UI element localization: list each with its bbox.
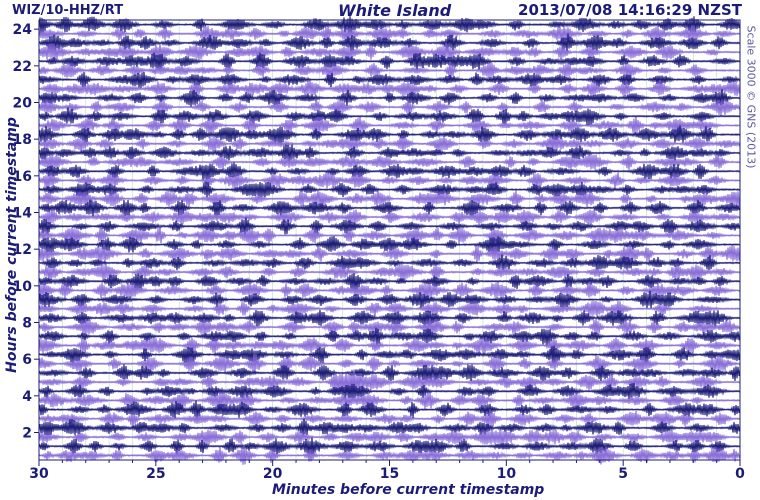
y-tick-label: 10 (13, 279, 33, 295)
y-tick-label: 18 (13, 132, 32, 148)
x-tick-label: 0 (735, 466, 745, 482)
seismic-trace (38, 125, 741, 144)
seismic-trace (38, 391, 741, 410)
y-tick-label: 8 (22, 316, 32, 332)
seismic-trace (38, 437, 741, 455)
seismic-trace (38, 181, 741, 199)
seismic-trace (38, 345, 741, 364)
scale-note: Scale 3000 © GNS (2013) (744, 25, 758, 169)
seismic-trace (38, 25, 741, 42)
seismic-trace (38, 116, 741, 135)
y-tick-label: 16 (13, 169, 32, 185)
y-tick-label: 2 (22, 426, 32, 442)
seismic-trace (38, 33, 741, 52)
seismic-trace (38, 409, 741, 428)
seismic-trace (38, 290, 741, 309)
seismic-trace (38, 263, 741, 281)
seismic-trace (38, 154, 741, 170)
seismic-trace (38, 309, 741, 327)
seismic-trace (38, 135, 741, 152)
seismic-trace (38, 273, 741, 291)
seismic-trace (38, 189, 741, 208)
seismic-trace (38, 327, 741, 346)
seismic-trace (38, 208, 741, 226)
seismic-trace (38, 244, 741, 263)
chart-title: White Island (338, 1, 452, 20)
seismic-trace (38, 15, 741, 34)
x-tick-label: 30 (29, 466, 49, 482)
seismic-trace (38, 217, 741, 236)
seismic-trace (38, 144, 741, 163)
seismic-trace (38, 336, 741, 354)
seismic-trace (38, 445, 741, 465)
seismic-trace (38, 98, 741, 116)
x-tick-label: 5 (618, 466, 628, 482)
seismic-trace (38, 354, 741, 373)
y-tick-label: 22 (13, 59, 32, 75)
y-axis-label: Hours before current timestamp (4, 117, 20, 373)
seismic-trace (38, 318, 741, 336)
station-code: WIZ/10-HHZ/RT (12, 3, 124, 18)
x-axis-ticks: 30 25 20 15 10 5 0 (29, 460, 745, 482)
y-tick-label: 12 (13, 242, 32, 258)
seismic-trace (38, 418, 741, 438)
seismic-trace (38, 236, 741, 253)
y-tick-label: 24 (13, 22, 33, 38)
seismic-trace (38, 162, 741, 180)
x-tick-label: 20 (263, 466, 283, 482)
x-axis-label: Minutes before current timestamp (272, 482, 545, 498)
seismic-trace (38, 42, 741, 62)
y-tick-label: 20 (13, 96, 33, 112)
seismic-traces (38, 15, 741, 465)
seismic-trace (38, 61, 741, 80)
seismic-trace (38, 199, 741, 217)
seismic-trace (38, 71, 741, 88)
y-tick-label: 6 (22, 352, 32, 368)
seismic-trace (38, 364, 741, 382)
y-tick-label: 4 (22, 389, 32, 405)
seismic-trace (38, 52, 741, 71)
y-tick-label: 14 (13, 206, 33, 222)
seismic-trace (38, 89, 741, 107)
seismic-trace (38, 254, 741, 271)
seismic-trace (38, 371, 741, 394)
seismic-trace (38, 382, 741, 400)
seismic-trace (38, 400, 741, 419)
current-timestamp: 2013/07/08 14:16:29 NZST (518, 1, 742, 19)
seismic-trace (38, 172, 741, 189)
seismic-trace (38, 429, 741, 446)
x-tick-label: 10 (497, 466, 517, 482)
seismic-trace (38, 281, 741, 300)
seismic-trace (38, 80, 741, 97)
x-tick-label: 25 (146, 466, 165, 482)
seismic-trace (38, 107, 741, 126)
seismic-trace (38, 226, 741, 244)
seismic-trace (38, 300, 741, 318)
x-tick-label: 15 (380, 466, 399, 482)
